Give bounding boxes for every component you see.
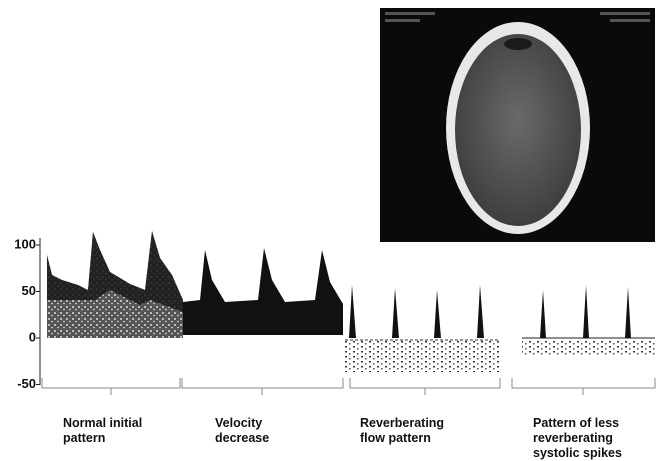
stage-label: Velocity bbox=[215, 416, 262, 430]
stage-label: flow pattern bbox=[360, 431, 431, 445]
brackets bbox=[42, 378, 655, 395]
stage-label: reverberating bbox=[533, 431, 613, 445]
doppler-waveforms bbox=[47, 231, 655, 372]
stage-label: pattern bbox=[63, 431, 105, 445]
stage-label: Normal initial bbox=[63, 416, 142, 430]
stage-label: Pattern of less bbox=[533, 416, 619, 430]
stage-label: Reverberating bbox=[360, 416, 444, 430]
figure: 100 50 0 -50 Normal initialpattern Velocityd… bbox=[0, 0, 660, 461]
tick-label: 50 bbox=[22, 283, 36, 298]
stage-label: decrease bbox=[215, 431, 269, 445]
stage-label: systolic spikes bbox=[533, 446, 622, 460]
tick-label: 100 bbox=[14, 236, 36, 251]
tick-label: -50 bbox=[17, 376, 36, 391]
ct-scan bbox=[380, 8, 655, 242]
tick-label: 0 bbox=[29, 329, 36, 344]
